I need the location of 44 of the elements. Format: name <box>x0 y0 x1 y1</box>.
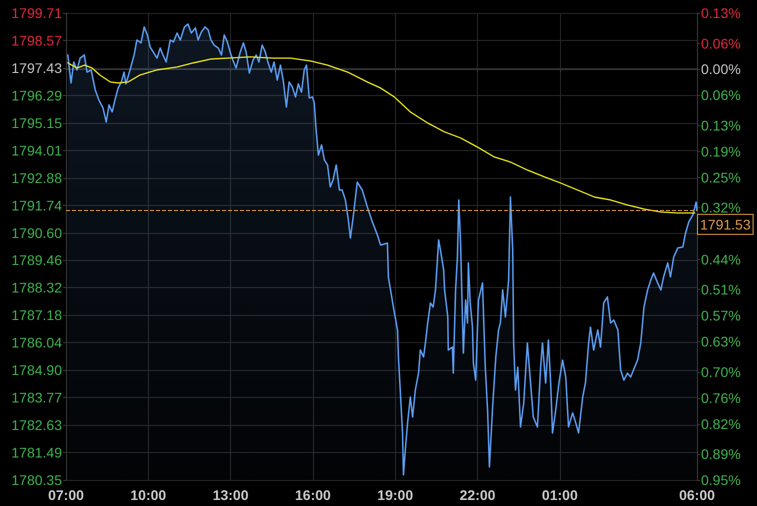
x-tick-label: 19:00 <box>377 487 414 503</box>
y2-tick-label: 0.82% <box>701 416 741 432</box>
y2-tick-label: 0.32% <box>701 200 741 216</box>
y2-tick-label: 0.89% <box>701 446 741 462</box>
y-tick-label: 1786.04 <box>11 334 62 351</box>
x-tick-label: 06:00 <box>679 487 716 503</box>
y-tick-label: 1790.60 <box>11 224 62 241</box>
y2-tick-label: 0.00% <box>701 61 741 78</box>
y2-tick-label: 0.13% <box>701 5 741 21</box>
y-tick-label: 1794.01 <box>11 142 62 158</box>
y2-tick-label: 0.51% <box>701 282 741 298</box>
y2-tick-label: 0.25% <box>701 169 741 186</box>
x-tick-label: 01:00 <box>542 487 578 503</box>
y2-tick-label: 0.76% <box>701 390 741 406</box>
y-tick-label: 1787.18 <box>11 307 62 324</box>
y2-tick-label: 0.57% <box>701 308 741 324</box>
y-tick-label: 1797.43 <box>11 60 62 76</box>
y-tick-label: 1780.35 <box>11 472 62 488</box>
y-tick-label: 1781.49 <box>11 444 62 460</box>
x-tick-label: 22:00 <box>460 487 496 503</box>
ref-line-label: 1791.53 <box>700 216 751 232</box>
y2-tick-label: 0.06% <box>701 87 741 104</box>
y-tick-label: 1796.29 <box>11 87 62 104</box>
y-tick-label: 1782.63 <box>11 417 62 433</box>
y2-tick-label: 0.70% <box>701 364 741 380</box>
x-tick-label: 07:00 <box>48 487 84 503</box>
y-tick-label: 1798.57 <box>11 32 62 48</box>
y2-tick-label: 0.06% <box>701 35 741 52</box>
y-tick-label: 1799.71 <box>11 5 62 21</box>
x-tick-label: 10:00 <box>130 487 166 503</box>
y2-tick-label: 0.95% <box>701 472 741 488</box>
y-tick-label: 1795.15 <box>11 114 62 131</box>
y2-tick-label: 0.19% <box>701 143 741 160</box>
y2-tick-label: 0.44% <box>701 251 741 268</box>
y-tick-label: 1788.32 <box>11 280 62 296</box>
y-tick-label: 1792.88 <box>11 170 62 186</box>
y2-tick-label: 0.13% <box>701 117 741 134</box>
y-tick-label: 1783.77 <box>11 390 62 406</box>
x-tick-label: 13:00 <box>212 487 249 503</box>
y-tick-label: 1789.46 <box>11 252 62 268</box>
y2-tick-label: 0.63% <box>701 334 741 350</box>
y-tick-label: 1784.90 <box>11 362 62 378</box>
y-tick-label: 1791.74 <box>11 197 62 214</box>
x-tick-label: 16:00 <box>295 487 332 503</box>
